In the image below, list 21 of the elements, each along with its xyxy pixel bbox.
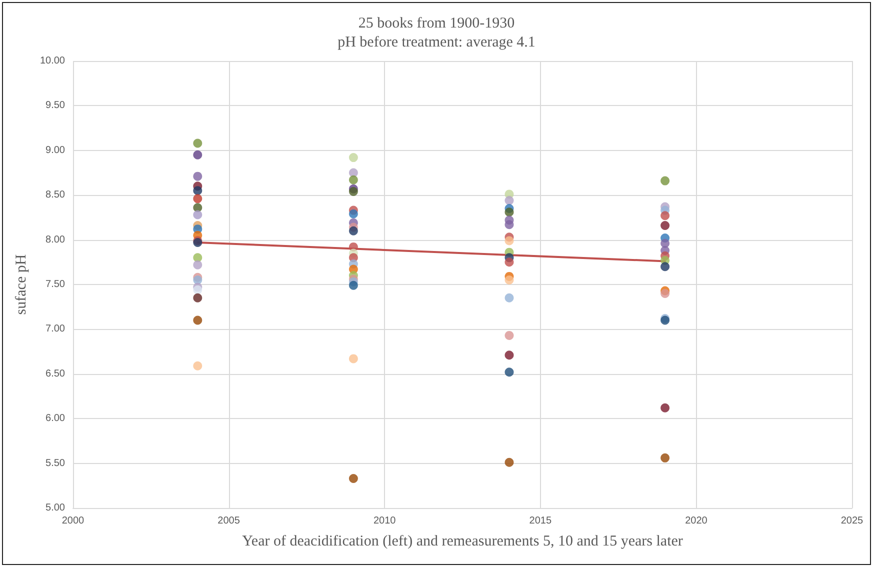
x-tick-label: 2015	[529, 516, 552, 526]
y-tick-label: 5.00	[46, 502, 66, 514]
y-tick-label: 9.50	[46, 100, 66, 112]
y-tick-label: 9.00	[46, 144, 66, 156]
x-tick-label: 2010	[373, 516, 396, 526]
x-tick-label: 2005	[218, 516, 240, 526]
y-tick-label: 10.00	[40, 56, 66, 66]
x-tick-label: 2025	[840, 516, 864, 526]
y-tick-label: 8.00	[46, 234, 66, 246]
chart-subtitle: pH before treatment: average 4.1	[338, 34, 536, 50]
x-tick-label: 2000	[62, 516, 85, 526]
y-tick-label: 6.50	[46, 368, 66, 380]
x-tick-label: 2020	[685, 516, 708, 526]
y-tick-label: 5.50	[46, 458, 66, 469]
y-tick-label: 7.50	[46, 279, 66, 290]
x-axis-title: Year of deacidification (left) and remeasurements 5, 10 and 15 years later	[242, 534, 683, 550]
chart-title: 25 books from 1900-1930	[358, 16, 515, 32]
y-tick-label: 7.00	[46, 324, 66, 335]
y-axis-title: suface pH	[14, 254, 30, 315]
y-tick-label: 6.00	[46, 413, 66, 424]
y-tick-label: 8.50	[46, 190, 66, 201]
